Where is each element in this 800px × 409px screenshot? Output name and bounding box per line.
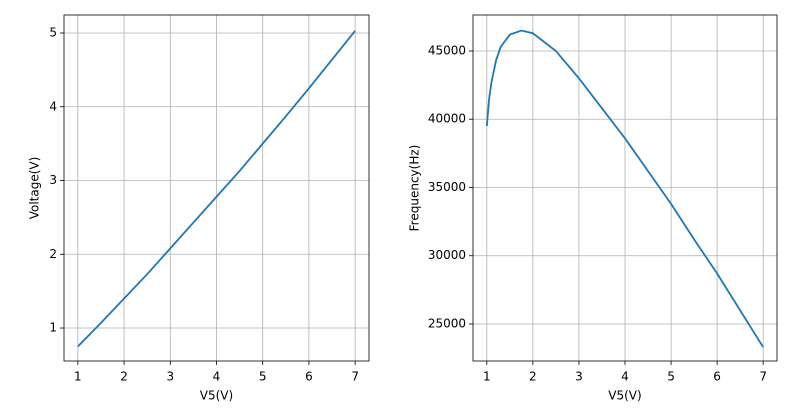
x-tick-label: 5 [667, 370, 675, 384]
y-axis-label: Voltage(V) [28, 157, 42, 220]
x-tick-label: 6 [713, 370, 721, 384]
y-tick-label: 4 [49, 99, 57, 113]
x-axis-label: V5(V) [608, 389, 641, 403]
y-tick-label: 3 [49, 173, 57, 187]
x-tick-label: 7 [759, 370, 767, 384]
y-tick-label: 40000 [428, 112, 466, 126]
x-axis-label: V5(V) [200, 389, 233, 403]
x-tick-label: 1 [483, 370, 491, 384]
y-tick-label: 5 [49, 25, 57, 39]
x-tick-label: 4 [213, 370, 221, 384]
y-tick-label: 35000 [428, 180, 466, 194]
x-tick-label: 3 [575, 370, 583, 384]
y-tick-label: 2 [49, 247, 57, 261]
plot-frame [63, 14, 370, 362]
x-tick-label: 2 [120, 370, 128, 384]
x-tick-label: 7 [351, 370, 359, 384]
plot-frame [472, 14, 778, 362]
y-tick-label: 25000 [428, 316, 466, 330]
x-tick-label: 1 [74, 370, 82, 384]
x-tick-label: 3 [166, 370, 174, 384]
x-tick-label: 6 [305, 370, 313, 384]
y-tick-label: 30000 [428, 248, 466, 262]
x-tick-label: 4 [621, 370, 629, 384]
y-tick-label: 45000 [428, 43, 466, 57]
x-tick-label: 5 [259, 370, 267, 384]
x-tick-label: 2 [529, 370, 537, 384]
y-tick-label: 1 [49, 321, 57, 335]
data-line [485, 29, 764, 348]
y-axis-label: Frequency(Hz) [408, 145, 422, 232]
data-line [77, 30, 356, 348]
